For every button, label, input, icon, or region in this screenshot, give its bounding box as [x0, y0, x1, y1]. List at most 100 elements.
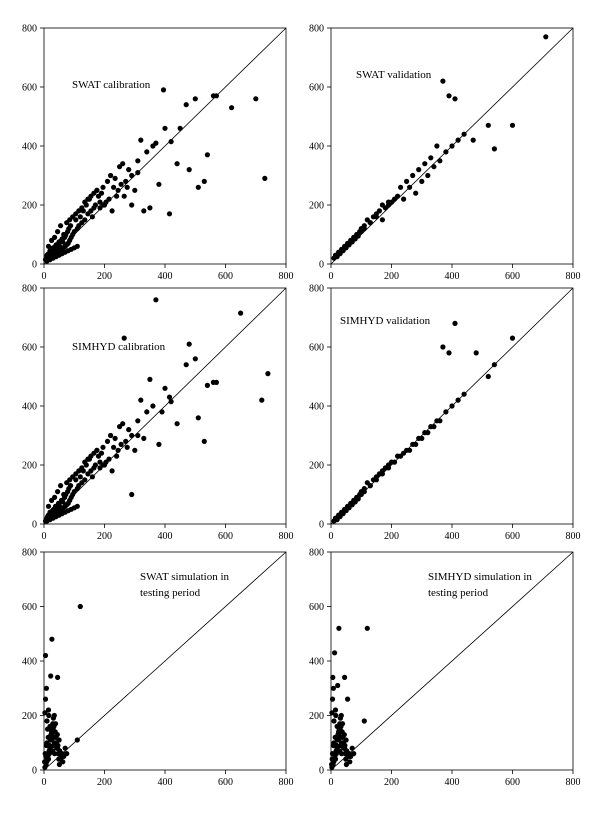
data-point — [106, 196, 112, 202]
data-point — [109, 468, 115, 474]
data-point — [330, 685, 336, 691]
data-point — [77, 603, 83, 610]
x-tick-label: 800 — [279, 777, 294, 788]
panel-annotation: testing period — [140, 587, 201, 599]
data-point — [45, 243, 52, 249]
data-point — [126, 427, 132, 433]
x-tick-label: 400 — [445, 271, 460, 282]
data-point — [330, 674, 336, 681]
data-point — [135, 432, 141, 439]
x-tick-label: 600 — [505, 777, 520, 788]
y-tick-label: 400 — [22, 402, 37, 413]
data-point — [338, 723, 344, 730]
data-point — [337, 715, 343, 721]
data-point — [94, 447, 100, 453]
data-point — [46, 748, 52, 754]
data-point — [413, 190, 419, 196]
data-point — [373, 477, 379, 483]
data-point — [48, 673, 54, 679]
data-point — [89, 214, 95, 220]
data-point — [343, 756, 349, 762]
data-point — [55, 674, 61, 681]
data-point — [367, 220, 373, 226]
data-point — [204, 382, 210, 388]
data-point — [150, 403, 156, 409]
x-tick-label: 400 — [158, 531, 173, 542]
data-point — [138, 137, 144, 143]
panel-annotation: SIMHYD simulation in — [428, 571, 532, 583]
data-point — [55, 229, 61, 235]
data-point — [379, 217, 385, 223]
scatter-panel: 0 200 400 600 800 0 200 400 600 800 SIMHYD calibra… — [22, 284, 294, 543]
data-point — [385, 465, 392, 471]
x-tick-label: 200 — [384, 271, 399, 282]
data-point — [361, 489, 367, 495]
data-point — [47, 742, 53, 749]
data-point — [332, 707, 339, 713]
data-point — [509, 122, 516, 128]
data-point — [422, 161, 428, 167]
data-point — [123, 178, 129, 184]
y-tick-label: 200 — [309, 711, 324, 722]
data-point — [342, 751, 348, 757]
x-tick-label: 600 — [218, 271, 233, 282]
data-point — [129, 491, 135, 498]
data-point — [449, 403, 455, 409]
data-point — [50, 734, 56, 740]
data-point — [47, 723, 53, 730]
data-point — [174, 161, 180, 167]
x-tick-label: 200 — [384, 777, 399, 788]
data-point — [186, 341, 192, 347]
data-point — [416, 435, 422, 441]
scatter-panel: 0 200 400 600 800 0 200 400 600 800 SWAT validatio… — [309, 24, 581, 283]
data-point — [120, 421, 126, 427]
data-point — [449, 143, 455, 149]
data-point — [342, 674, 348, 681]
data-point — [98, 190, 105, 196]
data-point — [126, 167, 132, 173]
data-point — [46, 712, 52, 719]
data-point — [49, 636, 55, 642]
data-point — [120, 161, 126, 167]
x-tick-label: 0 — [329, 271, 334, 282]
y-tick-label: 400 — [309, 402, 324, 413]
data-point — [42, 696, 49, 702]
data-point — [104, 438, 111, 444]
data-point — [410, 172, 416, 179]
data-point — [68, 483, 74, 489]
data-point — [398, 184, 404, 190]
data-point — [391, 459, 398, 465]
data-point — [391, 196, 398, 202]
data-point — [265, 371, 271, 377]
data-point — [446, 350, 452, 356]
data-point — [132, 187, 138, 193]
data-point — [129, 172, 135, 179]
data-point — [379, 202, 385, 208]
scatter-panel: 0 200 400 600 800 0 200 400 600 800 SWAT simulatio… — [22, 548, 294, 789]
data-point — [79, 205, 85, 211]
data-point — [431, 164, 437, 170]
data-point — [229, 105, 235, 111]
data-point — [452, 320, 458, 326]
data-point — [112, 435, 118, 441]
data-point — [183, 362, 189, 368]
data-point — [332, 650, 338, 656]
data-point — [51, 723, 57, 730]
data-point — [419, 178, 425, 184]
y-tick-label: 200 — [309, 461, 324, 472]
data-point — [98, 450, 105, 456]
data-point — [455, 397, 461, 403]
data-point — [144, 149, 150, 155]
data-point — [385, 199, 392, 205]
data-point — [129, 202, 135, 208]
data-point — [361, 718, 367, 724]
data-point — [201, 438, 207, 444]
data-point — [262, 175, 268, 181]
data-point — [111, 444, 117, 450]
data-point — [192, 356, 198, 362]
data-point — [162, 385, 168, 391]
panel-annotation: SIMHYD validation — [340, 315, 431, 327]
x-tick-label: 600 — [218, 777, 233, 788]
